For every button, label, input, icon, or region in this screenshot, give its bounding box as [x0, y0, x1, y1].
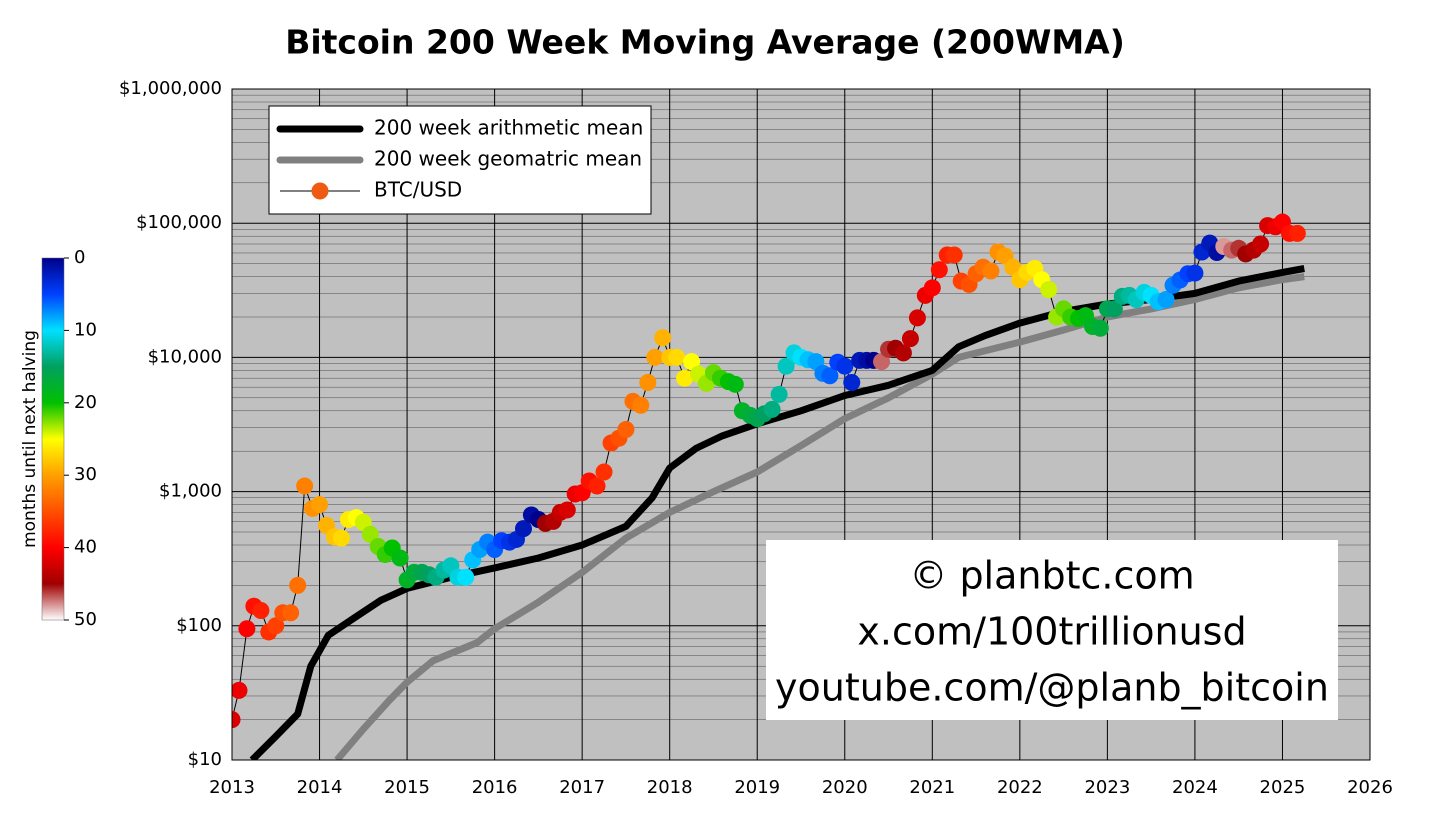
price-point: [1105, 300, 1123, 318]
legend-label: 200 week geomatric mean: [374, 147, 642, 171]
price-point: [1040, 281, 1058, 299]
price-point: [238, 620, 256, 638]
price-point: [595, 463, 613, 481]
price-point: [332, 529, 350, 547]
colorbar-tick-label: 10: [74, 319, 97, 340]
colorbar-tick-label: 20: [74, 392, 97, 413]
price-point: [654, 329, 672, 347]
price-point: [982, 262, 1000, 280]
price-point: [311, 496, 329, 514]
moving-average-line: [334, 273, 1305, 760]
y-tick-label: $100,000: [136, 212, 222, 233]
price-point: [923, 279, 941, 297]
y-tick-label: $10,000: [148, 346, 222, 367]
price-point: [763, 400, 781, 418]
x-tick-label: 2018: [647, 777, 693, 798]
colorbar-tick-label: 40: [74, 537, 97, 558]
legend: 200 week arithmetic mean 200 week geomatr…: [268, 105, 652, 215]
x-tick-label: 2015: [384, 777, 430, 798]
price-point: [726, 375, 744, 393]
price-point: [821, 367, 839, 385]
price-point: [632, 396, 650, 414]
x-tick-label: 2026: [1347, 777, 1393, 798]
x-tick-label: 2021: [909, 777, 955, 798]
x-tick-label: 2014: [297, 777, 343, 798]
price-point: [639, 374, 657, 392]
chart-title: Bitcoin 200 Week Moving Average (200WMA): [285, 23, 1125, 62]
legend-label: BTC/USD: [374, 178, 462, 202]
colorbar-tick-label: 0: [74, 247, 85, 268]
annotation-box: [766, 540, 1338, 720]
price-point: [617, 421, 635, 439]
price-point: [908, 309, 926, 327]
y-tick-label: $100: [176, 615, 222, 636]
price-point: [296, 477, 314, 495]
price-point: [515, 520, 533, 538]
price-point: [770, 385, 788, 403]
legend-marker: [311, 182, 329, 200]
price-point: [901, 330, 919, 348]
price-point: [676, 369, 694, 387]
price-point: [777, 357, 795, 375]
price-point: [1288, 224, 1306, 242]
price-point: [894, 344, 912, 362]
annotation-text: © planbtc.com: [909, 554, 1194, 598]
annotation-text: youtube.com/@planb_bitcoin: [775, 666, 1329, 710]
price-point: [588, 477, 606, 495]
y-tick-label: $10: [188, 749, 222, 770]
colorbar-label: months until next halving: [20, 330, 40, 548]
price-point: [252, 602, 270, 620]
x-tick-label: 2017: [559, 777, 605, 798]
legend-label: 200 week arithmetic mean: [374, 116, 643, 140]
colorbar-tick-label: 50: [74, 609, 97, 630]
price-point: [873, 353, 891, 371]
price-point: [668, 348, 686, 366]
price-point: [1004, 258, 1022, 276]
x-tick-label: 2013: [209, 777, 255, 798]
price-point: [930, 261, 948, 279]
y-tick-label: $1,000,000: [119, 78, 222, 99]
colorbar-scale: [41, 257, 65, 621]
x-tick-label: 2019: [734, 777, 780, 798]
annotation-text: x.com/100trillionusd: [857, 610, 1246, 654]
annotation: © planbtc.com x.com/100trillionusd youtu…: [766, 540, 1338, 720]
price-point: [836, 357, 854, 375]
x-tick-label: 2016: [472, 777, 518, 798]
price-point: [1157, 291, 1175, 309]
price-point: [646, 348, 664, 366]
x-tick-label: 2020: [822, 777, 868, 798]
plot-border: [231, 88, 1371, 761]
price-point: [683, 353, 701, 371]
price-point: [1252, 235, 1270, 253]
x-tick-label: 2023: [1084, 777, 1130, 798]
x-tick-label: 2022: [997, 777, 1043, 798]
price-point: [945, 246, 963, 264]
price-point: [1186, 264, 1204, 282]
colorbar: months until next halving 0 10 20 30 40 50: [20, 247, 97, 630]
price-point: [843, 374, 861, 392]
price-point: [289, 576, 307, 594]
x-tick-label: 2024: [1172, 777, 1218, 798]
price-point: [558, 501, 576, 519]
price-point: [457, 568, 475, 586]
colorbar-tick-label: 30: [74, 464, 97, 485]
x-tick-label: 2025: [1260, 777, 1306, 798]
price-point: [361, 525, 379, 543]
price-point: [267, 617, 285, 635]
price-point: [232, 711, 241, 729]
price-point: [232, 681, 248, 699]
price-point: [1091, 319, 1109, 337]
price-point: [391, 549, 409, 567]
price-point: [282, 604, 300, 622]
y-tick-label: $1,000: [159, 481, 222, 502]
